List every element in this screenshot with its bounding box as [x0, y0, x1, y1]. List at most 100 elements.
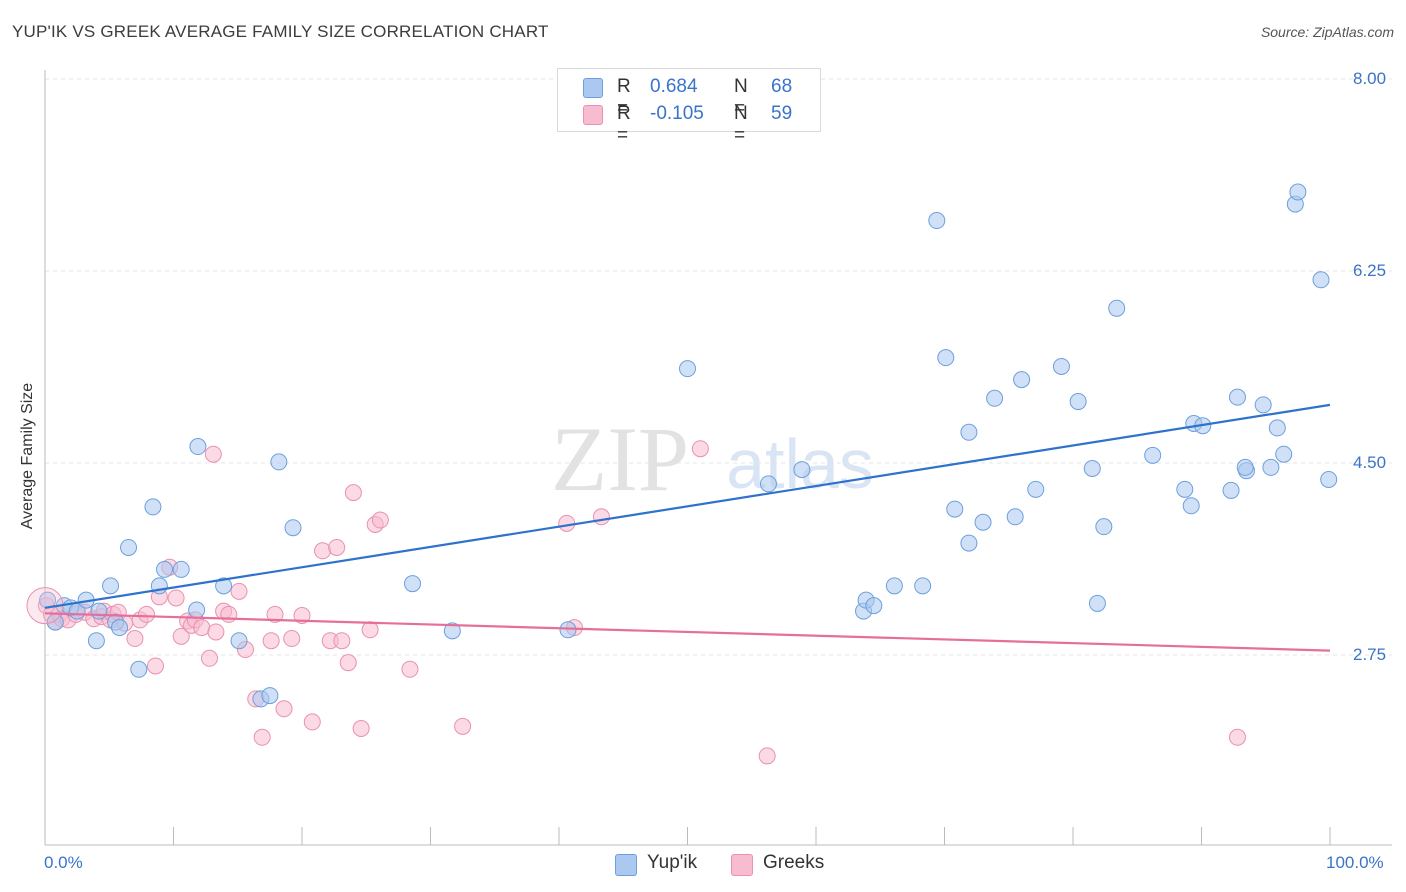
watermark-zip: ZIP	[551, 408, 689, 510]
point-greeks	[167, 589, 185, 607]
source-label: Source: ZipAtlas.com	[1260, 24, 1394, 40]
legend-r-label: R =	[617, 76, 631, 119]
point-greeks	[253, 728, 271, 746]
legend-r-label: R =	[617, 103, 631, 146]
point-yupik	[559, 621, 577, 639]
point-greeks	[592, 508, 610, 526]
point-yupik	[885, 577, 903, 595]
point-yupik	[1254, 396, 1272, 414]
x-tick-label-max: 100.0%	[1326, 853, 1384, 872]
axes-layer	[44, 70, 1392, 846]
point-yupik	[130, 660, 148, 678]
point-greeks	[758, 747, 776, 765]
grid-layer	[45, 78, 1392, 656]
point-greeks	[204, 445, 222, 463]
point-yupik	[1088, 594, 1106, 612]
trend-layer	[44, 403, 1331, 652]
point-greeks	[454, 717, 472, 735]
y-tick-label-2: 6.25	[1353, 261, 1387, 280]
point-yupik	[111, 619, 129, 637]
legend-swatch-greeks	[583, 105, 603, 125]
point-yupik	[679, 360, 696, 378]
point-yupik	[188, 601, 206, 619]
point-yupik	[1013, 371, 1031, 389]
point-yupik	[156, 560, 174, 578]
point-greeks	[371, 511, 389, 529]
point-yupik	[986, 389, 1004, 407]
legend-n-label: N =	[734, 76, 748, 119]
correlation-legend: R = 0.684 N = 68 R = -0.105 N = 59	[557, 68, 821, 146]
bottom-legend-swatch-yupik	[615, 854, 637, 876]
y-tick-label-1: 4.50	[1353, 453, 1387, 472]
bottom-legend-label-greeks: Greeks	[763, 852, 825, 873]
point-yupik	[270, 453, 288, 471]
x-tick-label-min: 0.0%	[44, 853, 83, 872]
point-greeks	[266, 605, 284, 623]
point-yupik	[261, 687, 279, 705]
point-yupik	[172, 560, 190, 578]
point-yupik	[960, 534, 978, 552]
legend-swatch-yupik	[583, 78, 603, 98]
point-yupik	[1027, 480, 1045, 498]
point-yupik	[1182, 497, 1200, 515]
point-yupik	[1262, 458, 1280, 476]
point-greeks	[1228, 728, 1246, 746]
point-yupik	[1083, 459, 1101, 477]
point-greeks	[303, 713, 321, 731]
point-greeks	[691, 440, 709, 458]
point-greeks	[230, 582, 248, 600]
point-yupik	[1006, 508, 1024, 526]
point-yupik	[1228, 388, 1246, 406]
chart-title: YUP'IK VS GREEK AVERAGE FAMILY SIZE CORR…	[12, 22, 549, 41]
point-greeks	[220, 605, 238, 623]
point-yupik	[1176, 480, 1194, 498]
point-yupik	[928, 212, 946, 230]
point-yupik	[404, 575, 422, 593]
point-greeks	[401, 660, 419, 678]
point-greeks	[172, 627, 190, 645]
point-yupik	[1275, 445, 1293, 463]
point-greeks	[361, 621, 379, 639]
point-greeks	[147, 657, 165, 675]
point-yupik	[1236, 458, 1254, 476]
point-yupik	[230, 632, 248, 650]
point-yupik	[1268, 419, 1286, 437]
point-yupik	[914, 577, 932, 595]
y-tick-label-0: 2.75	[1353, 645, 1387, 664]
point-yupik	[102, 577, 120, 595]
legend-r-value: 0.684	[650, 76, 698, 97]
point-yupik	[1095, 518, 1113, 536]
trend-line-yupik	[44, 403, 1331, 609]
point-yupik	[443, 622, 461, 640]
legend-n-label: N =	[734, 103, 748, 146]
y-tick-label-3: 8.00	[1353, 69, 1387, 88]
point-yupik	[215, 577, 233, 595]
y-axis-label: Average Family Size	[19, 382, 36, 530]
trend-line-greeks	[44, 612, 1331, 652]
point-greeks	[262, 632, 280, 650]
point-yupik	[87, 632, 105, 650]
point-yupik	[1108, 299, 1126, 317]
point-yupik	[1289, 183, 1307, 201]
point-yupik	[1052, 357, 1070, 375]
point-yupik	[937, 349, 955, 367]
point-greeks	[200, 649, 218, 667]
point-yupik	[1222, 481, 1240, 499]
point-greeks	[328, 538, 346, 556]
watermark: ZIP atlas	[551, 408, 874, 510]
point-greeks	[558, 514, 576, 532]
point-yupik	[946, 500, 964, 518]
point-yupik	[120, 538, 138, 556]
point-yupik	[144, 498, 162, 516]
point-greeks	[293, 607, 311, 625]
point-greeks	[193, 619, 211, 637]
legend-r-value: -0.105	[650, 103, 704, 124]
point-yupik	[960, 423, 978, 441]
point-greeks	[339, 654, 357, 672]
point-greeks	[283, 630, 301, 648]
point-greeks	[126, 630, 144, 648]
point-greeks	[138, 605, 156, 623]
point-greeks	[275, 700, 293, 718]
point-yupik	[189, 438, 207, 456]
